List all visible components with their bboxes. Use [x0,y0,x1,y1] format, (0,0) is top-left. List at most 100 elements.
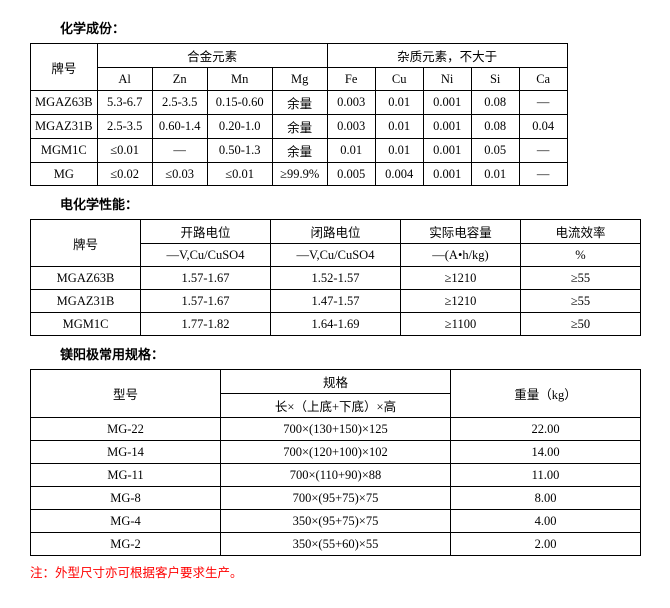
cell: ≤0.01 [97,139,152,163]
cell: 700×(130+150)×125 [221,418,451,441]
table-header-row: AlZnMnMgFeCuNiSiCa [31,68,568,91]
cell: 余量 [272,115,327,139]
col-sub: —V,Cu/CuSO4 [271,244,401,267]
cell: 0.004 [375,163,423,186]
cell: ≤0.03 [152,163,207,186]
col-capacity: 实际电容量 [401,220,521,244]
table-spec: 型号 规格 重量（kg） 长×（上底+下底）×高 MG-22700×(130+1… [30,369,641,556]
cell: 700×(110+90)×88 [221,464,451,487]
cell: MG-8 [31,487,221,510]
cell: 0.04 [519,115,567,139]
col-sub: Si [471,68,519,91]
table-row: MGAZ63B1.57-1.671.52-1.57≥1210≥55 [31,267,641,290]
cell: 1.52-1.57 [271,267,401,290]
col-sub: Al [97,68,152,91]
col-sub: Ni [423,68,471,91]
table-row: MG-8700×(95+75)×758.00 [31,487,641,510]
cell: 0.05 [471,139,519,163]
cell: ≥1100 [401,313,521,336]
cell: MGAZ31B [31,115,98,139]
cell: — [519,91,567,115]
col-sub: Ca [519,68,567,91]
cell: ≥1210 [401,267,521,290]
cell: 1.47-1.57 [271,290,401,313]
table-chemical: 牌号 合金元素 杂质元素，不大于 AlZnMnMgFeCuNiSiCa MGAZ… [30,43,568,186]
table-header-row: 型号 规格 重量（kg） [31,370,641,394]
cell: — [519,163,567,186]
cell: MG-11 [31,464,221,487]
cell: 余量 [272,91,327,115]
col-weight: 重量（kg） [451,370,641,418]
col-open: 开路电位 [141,220,271,244]
col-impurity: 杂质元素，不大于 [327,44,567,68]
cell: 700×(95+75)×75 [221,487,451,510]
table-row: MG-22700×(130+150)×12522.00 [31,418,641,441]
cell: — [152,139,207,163]
cell: ≥55 [521,267,641,290]
table-row: MG-2350×(55+60)×552.00 [31,533,641,556]
cell: 余量 [272,139,327,163]
cell: MGAZ63B [31,91,98,115]
cell: 1.57-1.67 [141,290,271,313]
cell: ≤0.02 [97,163,152,186]
cell: 0.50-1.3 [207,139,272,163]
cell: — [519,139,567,163]
col-close: 闭路电位 [271,220,401,244]
cell: 1.57-1.67 [141,267,271,290]
cell: 0.60-1.4 [152,115,207,139]
col-sub: Cu [375,68,423,91]
cell: ≥50 [521,313,641,336]
table-row: MGAZ31B2.5-3.50.60-1.40.20-1.0余量0.0030.0… [31,115,568,139]
cell: 2.00 [451,533,641,556]
cell: 0.001 [423,163,471,186]
cell: 0.001 [423,91,471,115]
footnote: 注：外型尺寸亦可根据客户要求生产。 [30,562,650,581]
section1-title: 化学成份： [60,18,650,37]
section2-title: 电化学性能： [60,194,650,213]
col-alloy: 合金元素 [97,44,327,68]
cell: MGM1C [31,313,141,336]
cell: 0.08 [471,91,519,115]
cell: 0.20-1.0 [207,115,272,139]
cell: 0.003 [327,91,375,115]
cell: 0.15-0.60 [207,91,272,115]
cell: 0.01 [375,91,423,115]
col-sub: —(A•h/kg) [401,244,521,267]
cell: ≥99.9% [272,163,327,186]
table-row: MG≤0.02≤0.03≤0.01≥99.9%0.0050.0040.0010.… [31,163,568,186]
table-header-row: 牌号 开路电位 闭路电位 实际电容量 电流效率 [31,220,641,244]
table-header-row: 牌号 合金元素 杂质元素，不大于 [31,44,568,68]
table-row: MGM1C1.77-1.821.64-1.69≥1100≥50 [31,313,641,336]
cell: 1.77-1.82 [141,313,271,336]
cell: MG [31,163,98,186]
col-grade: 牌号 [31,220,141,267]
cell: 0.005 [327,163,375,186]
cell: 5.3-6.7 [97,91,152,115]
col-spec-sub: 长×（上底+下底）×高 [221,394,451,418]
col-sub: Fe [327,68,375,91]
col-sub: % [521,244,641,267]
col-model: 型号 [31,370,221,418]
cell: 2.5-3.5 [97,115,152,139]
cell: MGAZ63B [31,267,141,290]
cell: MG-4 [31,510,221,533]
table-electrochemical: 牌号 开路电位 闭路电位 实际电容量 电流效率 —V,Cu/CuSO4—V,Cu… [30,219,641,336]
table-row: MGAZ63B5.3-6.72.5-3.50.15-0.60余量0.0030.0… [31,91,568,115]
cell: 0.001 [423,139,471,163]
cell: 1.64-1.69 [271,313,401,336]
table-row: MG-11700×(110+90)×8811.00 [31,464,641,487]
cell: 0.001 [423,115,471,139]
col-efficiency: 电流效率 [521,220,641,244]
table-row: MG-14700×(120+100)×10214.00 [31,441,641,464]
col-sub: Mg [272,68,327,91]
cell: 11.00 [451,464,641,487]
col-sub: —V,Cu/CuSO4 [141,244,271,267]
section3-title: 镁阳极常用规格： [60,344,650,363]
cell: MGM1C [31,139,98,163]
cell: 0.01 [375,115,423,139]
cell: 0.01 [375,139,423,163]
cell: 2.5-3.5 [152,91,207,115]
cell: 350×(55+60)×55 [221,533,451,556]
table-row: MG-4350×(95+75)×754.00 [31,510,641,533]
cell: 0.01 [327,139,375,163]
